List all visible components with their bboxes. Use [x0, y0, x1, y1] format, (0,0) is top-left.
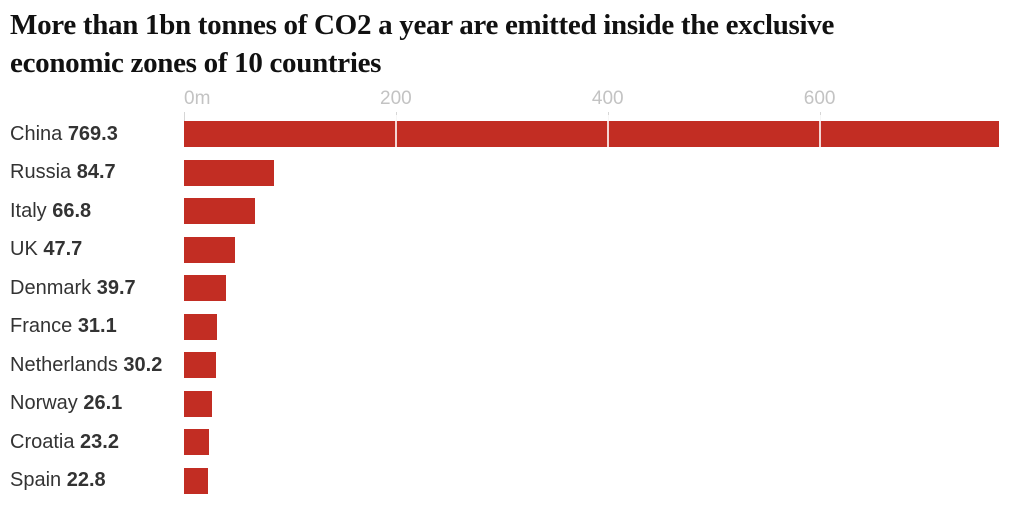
- value-label: 31.1: [77, 315, 117, 338]
- category-label: China 769.3: [10, 122, 118, 145]
- value-label: 47.7: [43, 238, 83, 261]
- value-label: 66.8: [52, 199, 92, 222]
- chart-rows: China 769.3 Russia 84.7 Italy 66.8 UK 47.7 D…: [0, 115, 1024, 500]
- x-tick-label: 0m: [184, 88, 211, 109]
- chart-row-norway: Norway 26.1: [0, 385, 1024, 424]
- category-label: Russia 84.7: [10, 161, 116, 184]
- bar-russia: [184, 159, 274, 186]
- bar-italy: [184, 198, 255, 225]
- bar-france: [184, 313, 217, 340]
- bar-track: [184, 198, 999, 225]
- chart-row-spain: Spain 22.8: [0, 462, 1024, 501]
- category-label: Croatia 23.2: [10, 430, 119, 453]
- bar-track: [184, 390, 999, 417]
- category-label: Denmark 39.7: [10, 276, 136, 299]
- category-label: Netherlands 30.2: [10, 353, 163, 376]
- bar-track: [184, 236, 999, 263]
- bar-track: [184, 352, 999, 379]
- chart-row-uk: UK 47.7: [0, 231, 1024, 270]
- chart-row-russia: Russia 84.7: [0, 154, 1024, 193]
- chart-row-denmark: Denmark 39.7: [0, 269, 1024, 308]
- category-label: Norway 26.1: [10, 392, 123, 415]
- value-label: 26.1: [83, 392, 123, 415]
- chart-row-france: France 31.1: [0, 308, 1024, 347]
- bar-croatia: [184, 429, 209, 456]
- value-label: 30.2: [123, 353, 163, 376]
- category-label: Italy 66.8: [10, 199, 92, 222]
- category-label: Spain 22.8: [10, 469, 106, 492]
- bar-spain: [184, 467, 209, 494]
- category-label: UK 47.7: [10, 238, 83, 261]
- bar-track: [184, 275, 999, 302]
- chart-row-croatia: Croatia 23.2: [0, 423, 1024, 462]
- category-label: France 31.1: [10, 315, 117, 338]
- bar-track: [184, 159, 999, 186]
- bar-uk: [184, 236, 235, 263]
- chart-title: More than 1bn tonnes of CO2 a year are e…: [10, 6, 1000, 82]
- chart-row-italy: Italy 66.8: [0, 192, 1024, 231]
- bar-denmark: [184, 275, 227, 302]
- value-label: 22.8: [66, 469, 106, 492]
- x-tick-label: 200: [380, 88, 412, 109]
- chart-row-china: China 769.3: [0, 115, 1024, 154]
- bar-track: [184, 121, 999, 148]
- x-tick-label: 600: [803, 88, 836, 109]
- chart-title-line2: economic zones of 10 countries: [10, 47, 382, 79]
- value-label: 769.3: [67, 122, 118, 145]
- bar-track: [184, 467, 999, 494]
- value-label: 39.7: [96, 276, 136, 299]
- value-label: 84.7: [76, 161, 116, 184]
- bar-netherlands: [184, 352, 216, 379]
- chart-row-netherlands: Netherlands 30.2: [0, 346, 1024, 385]
- x-tick-mark: [184, 112, 185, 121]
- bar-track: [184, 429, 999, 456]
- x-tick-label: 400: [591, 88, 624, 109]
- chart-title-line1: More than 1bn tonnes of CO2 a year are e…: [10, 9, 835, 41]
- value-label: 23.2: [80, 430, 119, 453]
- bar-china: [184, 121, 999, 148]
- bar-track: [184, 313, 999, 340]
- bar-norway: [184, 390, 212, 417]
